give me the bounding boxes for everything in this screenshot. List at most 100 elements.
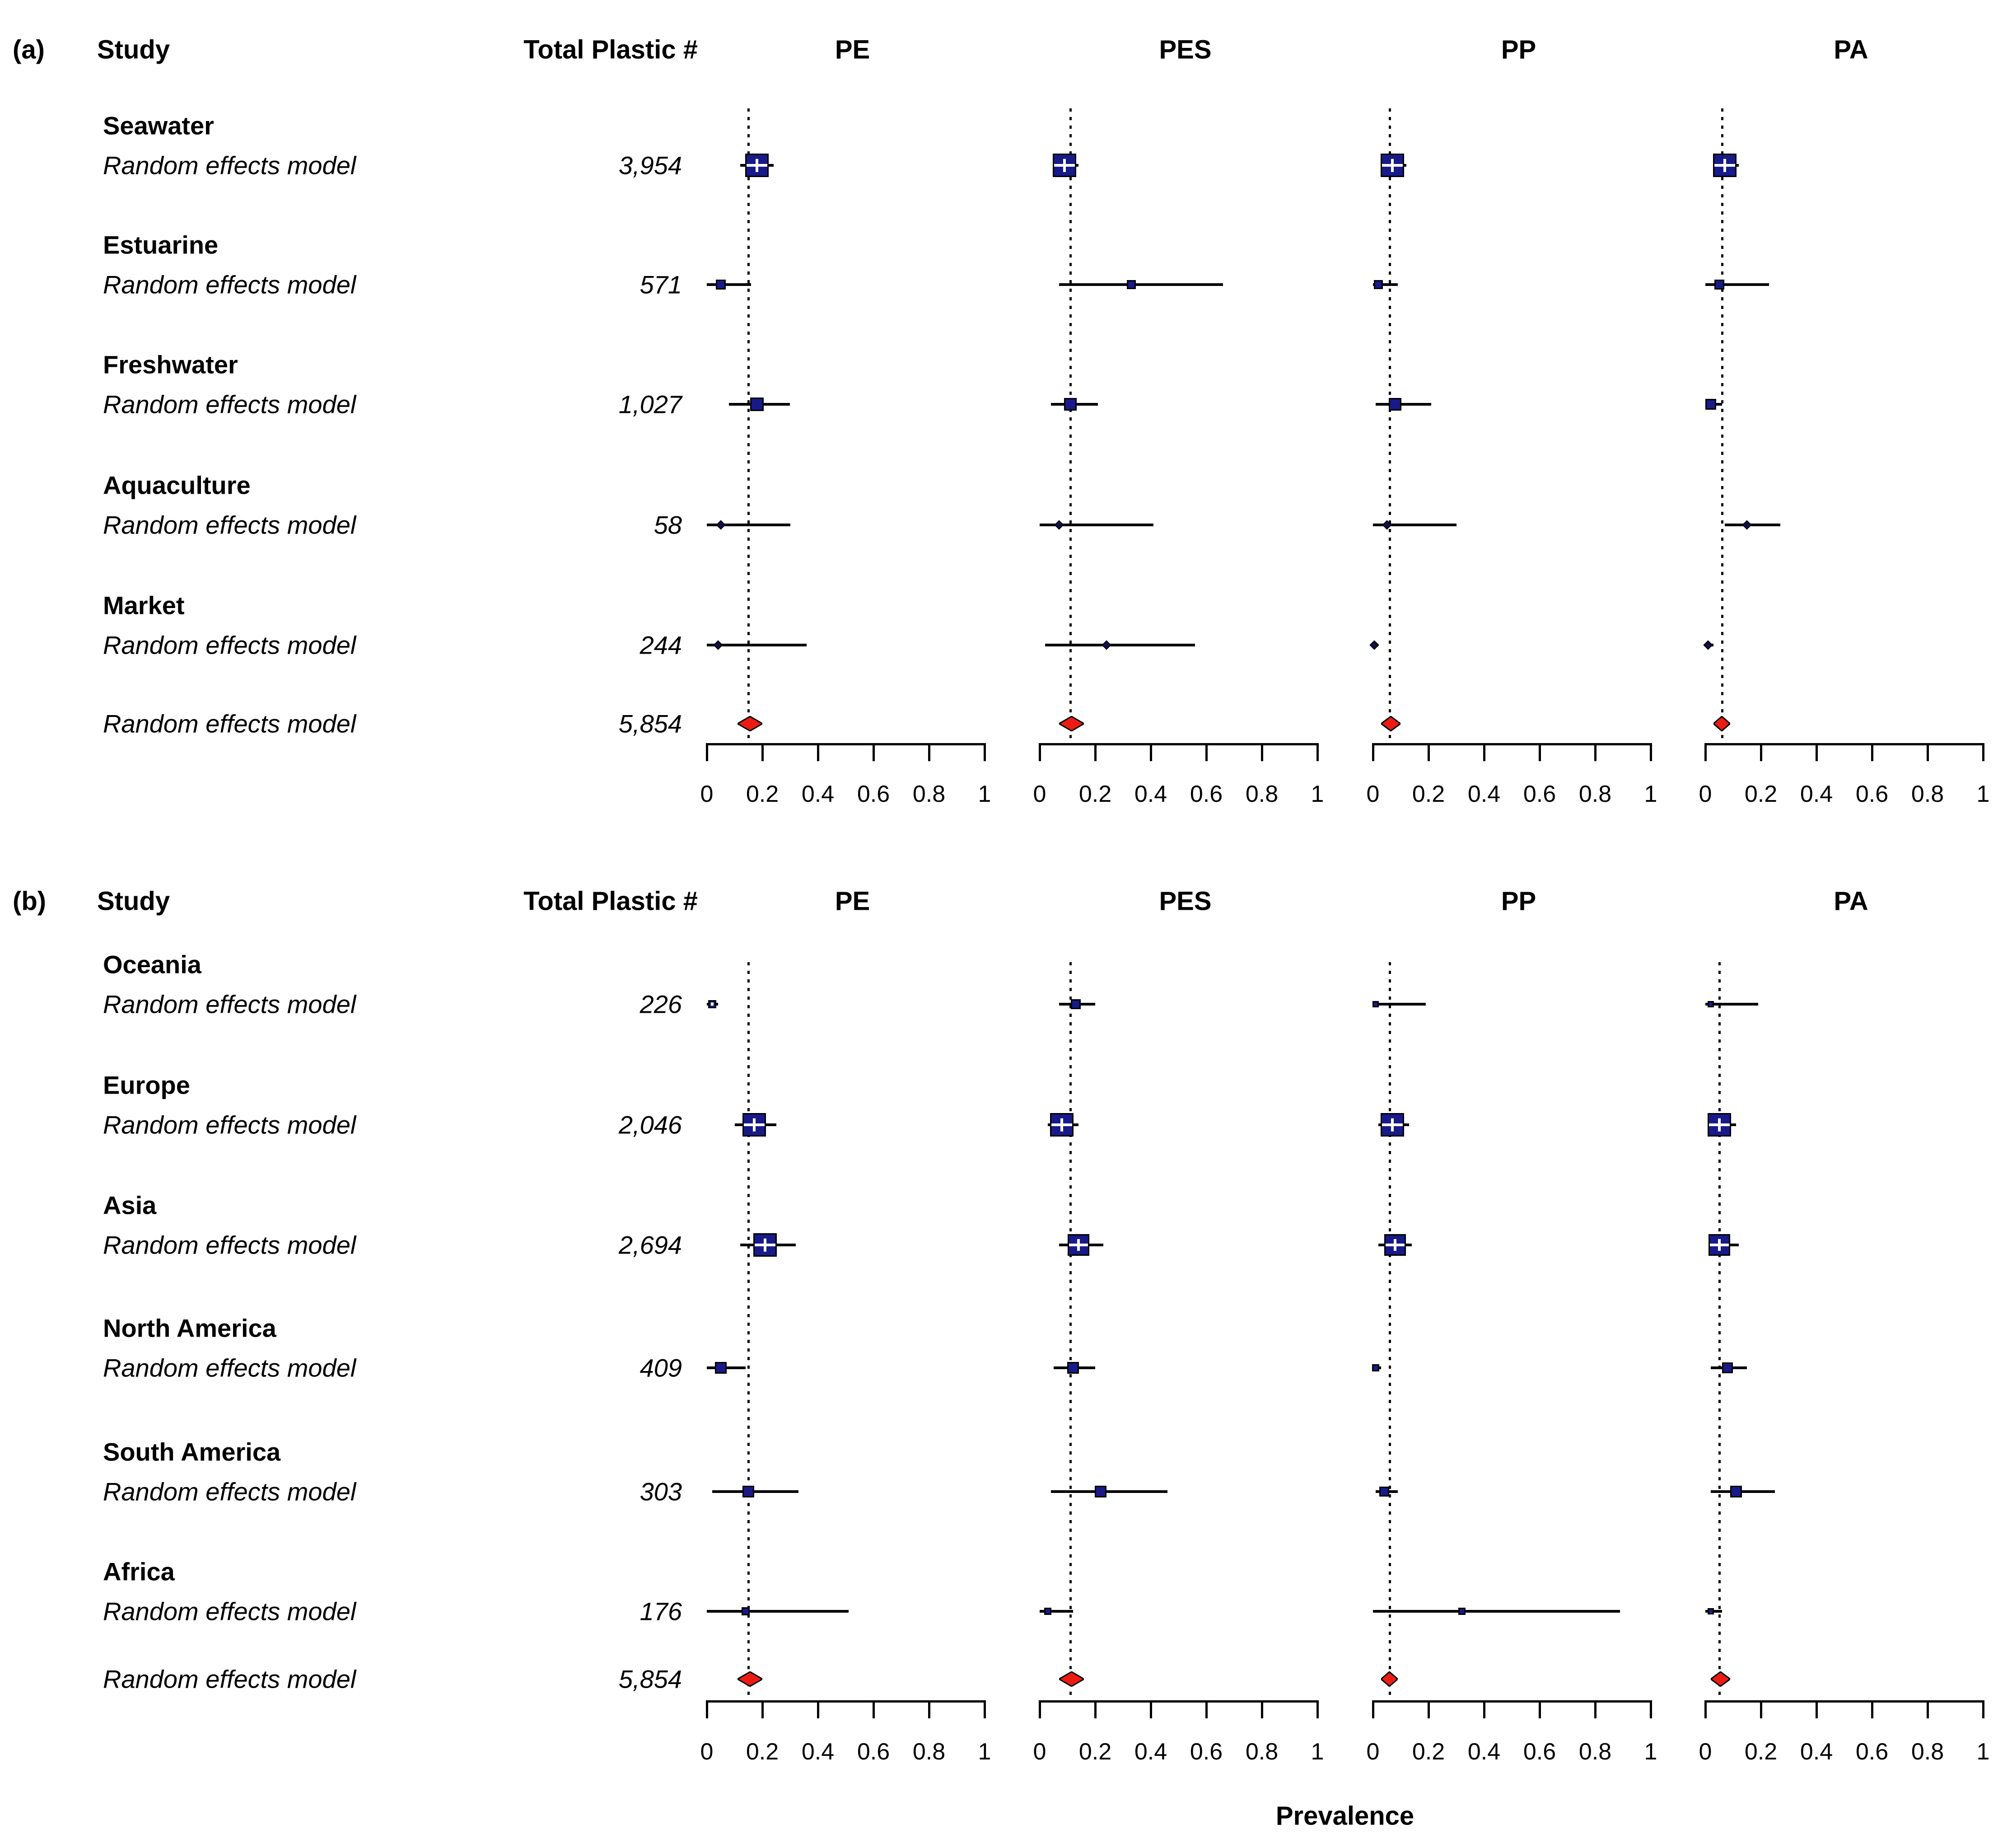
- x-axis-line: [1040, 1700, 1317, 1703]
- axis-tick-label: 0.6: [1523, 1739, 1556, 1765]
- reference-line: [1718, 962, 1721, 1700]
- axis-tick: [1594, 1700, 1597, 1718]
- total-count: 3,954: [618, 151, 682, 180]
- axis-tick-label: 1: [1644, 781, 1657, 807]
- axis-tick-label: 0.8: [912, 1739, 946, 1765]
- ci-line: [1040, 1610, 1073, 1613]
- random-effects-label: Random effects model: [103, 1597, 356, 1626]
- study-name: Africa: [103, 1557, 175, 1586]
- polymer-column-header-PES: PES: [1159, 35, 1212, 65]
- study-name: Asia: [103, 1191, 157, 1220]
- axis-tick: [706, 743, 708, 761]
- axis-tick-label: 1: [1311, 1739, 1324, 1765]
- study-name: Estuarine: [103, 230, 219, 259]
- axis-tick: [1704, 1700, 1707, 1718]
- axis-tick: [1539, 1700, 1541, 1718]
- axis-tick-label: 0.8: [912, 781, 946, 807]
- axis-tick-label: 0: [1699, 781, 1712, 807]
- effect-square: [742, 1113, 766, 1137]
- polymer-column-header-PE: PE: [835, 35, 870, 65]
- total-count: 1,027: [618, 390, 682, 419]
- ci-line: [712, 1490, 798, 1493]
- random-effects-label: Random effects model: [103, 1477, 356, 1506]
- axis-tick-label: 0.6: [1190, 1739, 1223, 1765]
- pooled-diamond: [1059, 716, 1084, 731]
- axis-tick: [1539, 743, 1541, 761]
- random-effects-label: Random effects model: [103, 1353, 356, 1382]
- ci-line: [1059, 283, 1223, 286]
- axis-tick: [1039, 1700, 1041, 1718]
- axis-tick-label: 0.8: [1245, 1739, 1279, 1765]
- axis-tick-label: 0.2: [1078, 1739, 1112, 1765]
- effect-square: [1708, 1608, 1714, 1614]
- effect-square: [1050, 1113, 1074, 1137]
- axis-tick-label: 0.4: [801, 1739, 835, 1765]
- effect-square: [753, 1233, 777, 1257]
- axis-tick-label: 1: [978, 1739, 991, 1765]
- overall-random-effects-label: Random effects model: [103, 1665, 356, 1694]
- total-plastic-column-header: Total Plastic #: [523, 886, 698, 916]
- axis-tick: [1816, 743, 1818, 761]
- ci-line: [1373, 1610, 1620, 1613]
- axis-tick: [1205, 743, 1208, 761]
- axis-tick: [1871, 743, 1873, 761]
- polymer-column-header-PE: PE: [835, 886, 870, 916]
- axis-tick-label: 0: [700, 781, 714, 807]
- axis-tick: [1372, 1700, 1374, 1718]
- effect-square: [1044, 1608, 1052, 1615]
- pooled-diamond: [1381, 716, 1401, 731]
- effect-square: [1374, 280, 1383, 289]
- total-count: 2,694: [618, 1230, 682, 1259]
- reference-line: [747, 108, 750, 743]
- effect-dot: [1742, 520, 1752, 530]
- effect-dot: [1054, 520, 1064, 530]
- effect-square: [742, 1607, 750, 1615]
- axis-tick-label: 0.8: [1578, 781, 1612, 807]
- axis-tick-label: 1: [1976, 1739, 1990, 1765]
- effect-square: [1730, 1486, 1742, 1497]
- axis-tick-label: 0: [1033, 1739, 1046, 1765]
- ci-line: [1045, 644, 1195, 646]
- effect-square: [1379, 1487, 1389, 1497]
- total-count: 176: [640, 1597, 682, 1626]
- ci-line: [1373, 283, 1398, 286]
- axis-tick-label: 0.4: [801, 781, 835, 807]
- random-effects-label: Random effects model: [103, 390, 356, 419]
- total-count: 226: [640, 990, 682, 1019]
- effect-square: [742, 1486, 755, 1497]
- axis-tick: [761, 1700, 764, 1718]
- axis-tick: [984, 1700, 986, 1718]
- study-name: North America: [103, 1314, 276, 1343]
- axis-tick-label: 0: [1699, 1739, 1712, 1765]
- random-effects-label: Random effects model: [103, 1230, 356, 1259]
- polymer-column-header-PES: PES: [1159, 886, 1212, 916]
- ci-line: [1376, 403, 1432, 406]
- axis-tick-label: 0.2: [1744, 781, 1778, 807]
- panel-tag: (b): [13, 886, 47, 916]
- axis-tick: [1428, 1700, 1430, 1718]
- pooled-diamond: [737, 716, 762, 731]
- random-effects-label: Random effects model: [103, 510, 356, 539]
- study-name: Europe: [103, 1071, 190, 1099]
- axis-tick: [1483, 1700, 1485, 1718]
- axis-tick-label: 0: [1366, 781, 1380, 807]
- axis-tick-label: 0.8: [1578, 1739, 1612, 1765]
- polymer-column-header-PP: PP: [1501, 886, 1536, 916]
- axis-tick-label: 1: [1311, 781, 1324, 807]
- effect-square: [1053, 154, 1077, 177]
- axis-tick-label: 0.2: [746, 1739, 779, 1765]
- axis-tick: [1205, 1700, 1208, 1718]
- axis-tick-label: 0.6: [857, 1739, 890, 1765]
- effect-square: [1372, 1001, 1379, 1007]
- axis-tick: [1261, 743, 1263, 761]
- axis-tick: [1428, 743, 1430, 761]
- study-name: Oceania: [103, 950, 201, 979]
- axis-tick-label: 0: [700, 1739, 714, 1765]
- effect-square: [1707, 1113, 1731, 1137]
- total-count: 58: [654, 510, 682, 539]
- axis-tick: [1039, 743, 1041, 761]
- study-column-header: Study: [97, 886, 170, 916]
- effect-square: [750, 398, 764, 411]
- ci-line: [1725, 524, 1781, 526]
- axis-tick: [1094, 743, 1097, 761]
